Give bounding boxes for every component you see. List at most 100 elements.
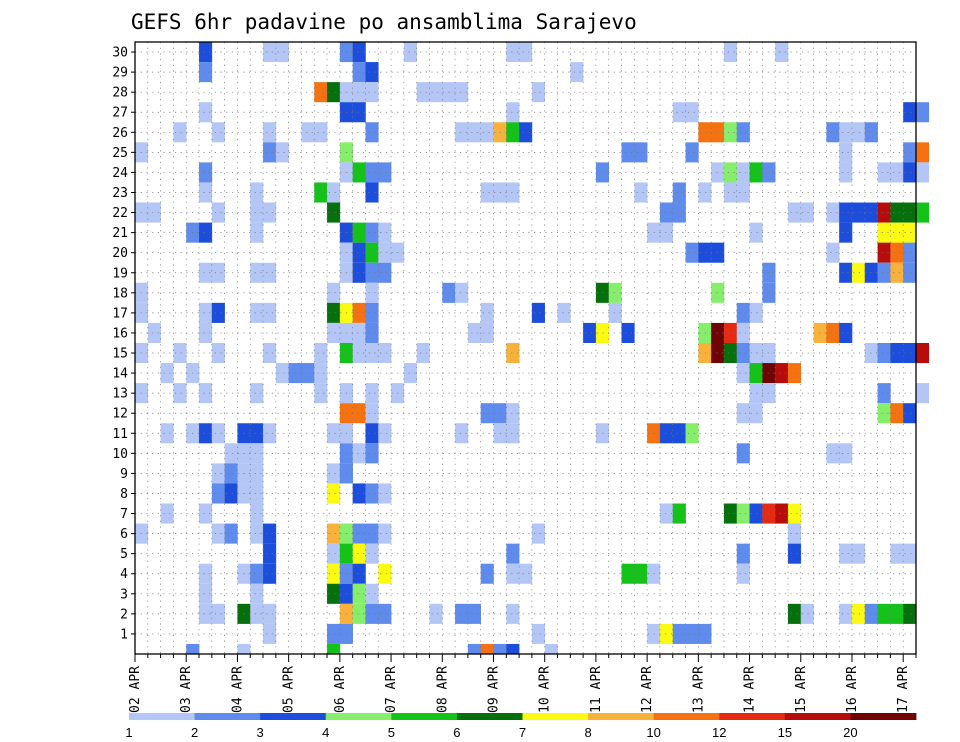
- heat-cell: [378, 242, 392, 263]
- heat-cell: [531, 302, 546, 323]
- heat-cell: [250, 523, 264, 544]
- heat-cell: [429, 82, 443, 103]
- heat-cell: [519, 42, 533, 63]
- heat-cell: [365, 483, 379, 504]
- heat-cell: [698, 122, 712, 143]
- heat-cell: [736, 302, 750, 323]
- heat-cell: [199, 322, 213, 343]
- heat-cell: [199, 222, 213, 243]
- heat-cell: [455, 423, 469, 444]
- heat-cell: [570, 62, 584, 83]
- heat-cell: [890, 162, 904, 183]
- heat-cell: [826, 122, 840, 143]
- heat-cell: [352, 302, 366, 323]
- heat-cell: [723, 122, 738, 143]
- heat-cell: [352, 222, 366, 243]
- heat-cell: [365, 603, 379, 624]
- heat-cell: [736, 563, 750, 584]
- x-tick-label: 14 APR: [743, 666, 758, 713]
- colorbar-swatch: [456, 713, 523, 720]
- colorbar-swatch: [784, 713, 851, 720]
- y-tick-label: 15: [112, 347, 128, 362]
- heat-cell: [544, 643, 558, 654]
- heat-cell: [672, 102, 686, 123]
- heat-cell: [250, 302, 264, 323]
- heat-cell: [173, 342, 187, 364]
- heat-cell: [327, 322, 341, 343]
- heat-cell: [877, 383, 891, 404]
- heat-cell: [493, 643, 507, 654]
- heat-cell: [659, 503, 674, 524]
- heat-cell: [506, 102, 520, 123]
- heat-cell: [211, 483, 225, 504]
- heat-cell: [263, 202, 277, 223]
- heat-cell: [352, 403, 366, 424]
- heat-cell: [455, 122, 469, 143]
- heat-cell: [480, 122, 494, 143]
- colorbar-label: 12: [712, 725, 726, 740]
- heat-cell: [877, 262, 891, 283]
- heat-cell: [659, 623, 674, 644]
- heat-cell: [352, 262, 366, 283]
- heat-cell: [352, 242, 366, 263]
- heat-cell: [787, 503, 802, 524]
- heat-cell: [903, 543, 917, 564]
- heat-cell: [723, 342, 738, 364]
- heat-cell: [877, 162, 891, 183]
- x-tick-label: 08 APR: [435, 666, 450, 713]
- heat-cell: [903, 342, 917, 364]
- heat-cell: [890, 603, 904, 624]
- heat-cell: [250, 583, 264, 604]
- heat-cell: [659, 222, 674, 243]
- heat-cell: [199, 583, 213, 604]
- heat-cell: [583, 322, 597, 343]
- heat-cell: [890, 403, 904, 424]
- heat-cell: [250, 202, 264, 223]
- heat-cell: [365, 82, 379, 103]
- heat-cell: [365, 242, 379, 263]
- heat-cell: [608, 282, 622, 303]
- heat-cell: [365, 162, 379, 183]
- heat-cell: [480, 563, 494, 584]
- heat-cell: [314, 363, 328, 384]
- heat-cell: [263, 603, 277, 624]
- heat-cell: [378, 262, 392, 283]
- colorbar-swatch: [588, 713, 655, 720]
- heat-cell: [199, 62, 213, 83]
- heat-cell: [903, 262, 917, 283]
- x-tick-label: 16 APR: [845, 666, 860, 713]
- heat-cell: [659, 423, 674, 444]
- y-tick-label: 29: [112, 66, 128, 81]
- heat-cell: [698, 342, 712, 364]
- heat-cell: [723, 503, 738, 524]
- heat-cell: [327, 182, 341, 203]
- heat-cell: [480, 322, 494, 343]
- heat-cell: [672, 623, 686, 644]
- heat-cell: [327, 423, 341, 444]
- colorbar-label: 6: [453, 725, 460, 740]
- colorbar-swatch: [653, 713, 720, 720]
- heat-cell: [903, 603, 917, 624]
- heat-cell: [275, 142, 289, 163]
- heat-cell: [800, 202, 814, 223]
- heat-cell: [672, 423, 686, 444]
- heat-cell: [378, 563, 392, 584]
- heat-cell: [736, 503, 750, 524]
- heat-cell: [199, 503, 213, 524]
- heat-cell: [621, 142, 635, 163]
- heat-cell: [736, 162, 750, 183]
- heat-cell: [314, 342, 328, 364]
- heat-cell: [711, 162, 725, 183]
- heat-cell: [365, 122, 379, 143]
- heat-cell: [250, 503, 264, 524]
- heat-cell: [263, 623, 277, 644]
- heat-cell: [519, 122, 533, 143]
- heat-cell: [378, 162, 392, 183]
- heat-cell: [250, 443, 264, 464]
- heat-cell: [711, 242, 725, 263]
- heat-cell: [365, 342, 379, 364]
- heat-cell: [711, 282, 725, 303]
- y-tick-label: 23: [112, 186, 128, 201]
- colorbar-label: 20: [843, 725, 857, 740]
